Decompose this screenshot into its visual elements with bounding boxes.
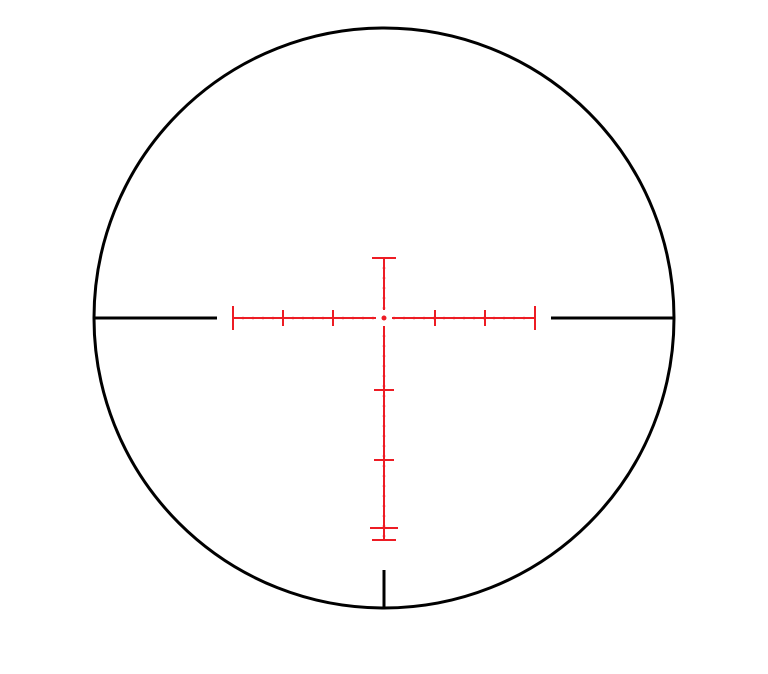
h-dot [423,317,426,320]
h-dot [503,317,506,320]
h-dot [282,317,285,320]
h-dot [443,317,446,320]
center-dot [382,316,387,321]
h-dot [342,317,345,320]
v-dot [383,405,386,408]
h-dot [463,317,466,320]
h-dot [433,317,436,320]
h-dot [473,317,476,320]
h-dot [302,317,305,320]
v-dot [383,415,386,418]
v-dot [383,445,386,448]
v-dot [383,475,386,478]
v-dot [383,375,386,378]
v-dot [383,465,386,468]
v-dot [383,435,386,438]
v-dot [383,277,386,280]
h-dot [262,317,265,320]
h-dot [252,317,255,320]
v-dot [383,535,386,538]
h-dot [513,317,516,320]
h-dot [322,317,325,320]
h-dot [332,317,335,320]
v-dot [383,485,386,488]
h-dot [483,317,486,320]
h-dot [362,317,365,320]
h-dot [352,317,355,320]
v-dot [383,395,386,398]
v-dot [383,307,386,310]
v-dot [383,505,386,508]
h-dot [523,317,526,320]
v-dot [383,515,386,518]
v-dot [383,345,386,348]
h-dot [413,317,416,320]
v-dot [383,267,386,270]
reticle-diagram [0,0,768,674]
h-dot [393,317,396,320]
h-dot [272,317,275,320]
illuminated-reticle [233,258,535,540]
h-dot [493,317,496,320]
v-dot [383,425,386,428]
h-dot [292,317,295,320]
h-dot [403,317,406,320]
v-dot [383,455,386,458]
v-dot [383,297,386,300]
v-dot [383,355,386,358]
h-dot [242,317,245,320]
v-dot [383,495,386,498]
h-dot [372,317,375,320]
h-dot [312,317,315,320]
v-dot [383,287,386,290]
v-dot [383,385,386,388]
v-dot [383,525,386,528]
v-dot [383,335,386,338]
v-dot [383,365,386,368]
h-dot [453,317,456,320]
